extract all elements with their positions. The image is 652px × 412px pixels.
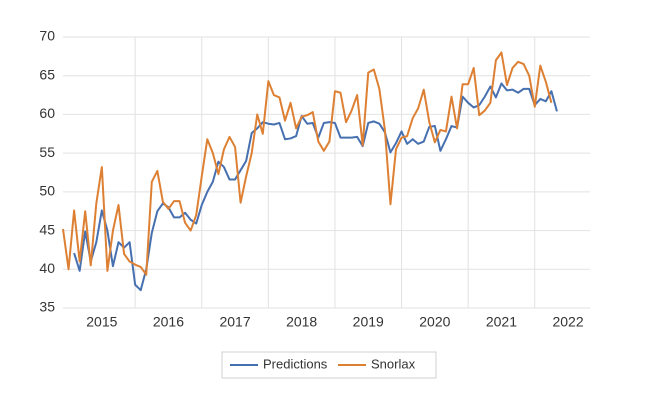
y-tick-label: 70 <box>39 28 55 44</box>
series-line <box>62 51 553 276</box>
x-tick-label: 2018 <box>286 314 317 330</box>
y-tick-label: 40 <box>39 260 55 276</box>
x-tick-label: 2017 <box>219 314 250 330</box>
legend-label: Snorlax <box>371 356 416 371</box>
x-tick-label: 2021 <box>486 314 517 330</box>
x-tick-label: 2019 <box>353 314 384 330</box>
x-tick-label: 2015 <box>86 314 117 330</box>
y-tick-label: 45 <box>39 221 55 237</box>
y-tick-label: 65 <box>39 66 55 82</box>
y-tick-label: 55 <box>39 144 55 160</box>
y-tick-label: 50 <box>39 183 55 199</box>
y-tick-label: 35 <box>39 299 55 315</box>
legend-label: Predictions <box>263 356 328 371</box>
x-tick-label: 2020 <box>419 314 450 330</box>
y-tick-label: 60 <box>39 105 55 121</box>
x-tick-label: 2016 <box>153 314 184 330</box>
x-tick-label: 2022 <box>552 314 583 330</box>
